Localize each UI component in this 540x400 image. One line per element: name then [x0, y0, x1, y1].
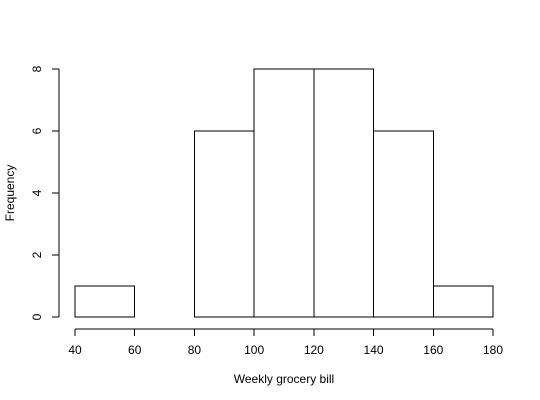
histogram-bar-80-100	[193, 130, 255, 318]
histogram-bar-120-140	[313, 68, 375, 318]
x-axis: 40 60 80 100 120 140 160 180	[68, 328, 503, 357]
x-tick-label: 40	[68, 343, 82, 357]
x-tick-label: 120	[304, 343, 324, 357]
histogram-bar-40-60	[74, 285, 136, 318]
x-tick-label: 140	[364, 343, 384, 357]
y-axis-label: Frequency	[3, 165, 17, 222]
x-tick-label: 100	[244, 343, 264, 357]
x-tick-label: 60	[128, 343, 142, 357]
y-tick-label: 6	[30, 127, 44, 134]
histogram-bar-140-160	[373, 130, 434, 318]
histogram-bar-100-120	[253, 68, 315, 318]
y-tick-label: 0	[30, 313, 44, 320]
x-axis-label: Weekly grocery bill	[234, 372, 334, 386]
y-tick-label: 4	[30, 189, 44, 196]
y-tick-label: 8	[30, 65, 44, 72]
x-tick-label: 80	[188, 343, 202, 357]
y-tick-label: 2	[30, 251, 44, 258]
histogram-bar-160-180	[432, 285, 494, 318]
y-axis: 0 2 4 6 8	[30, 65, 60, 320]
histogram-bars	[74, 68, 494, 318]
x-tick-label: 180	[483, 343, 503, 357]
x-tick-label: 160	[423, 343, 443, 357]
